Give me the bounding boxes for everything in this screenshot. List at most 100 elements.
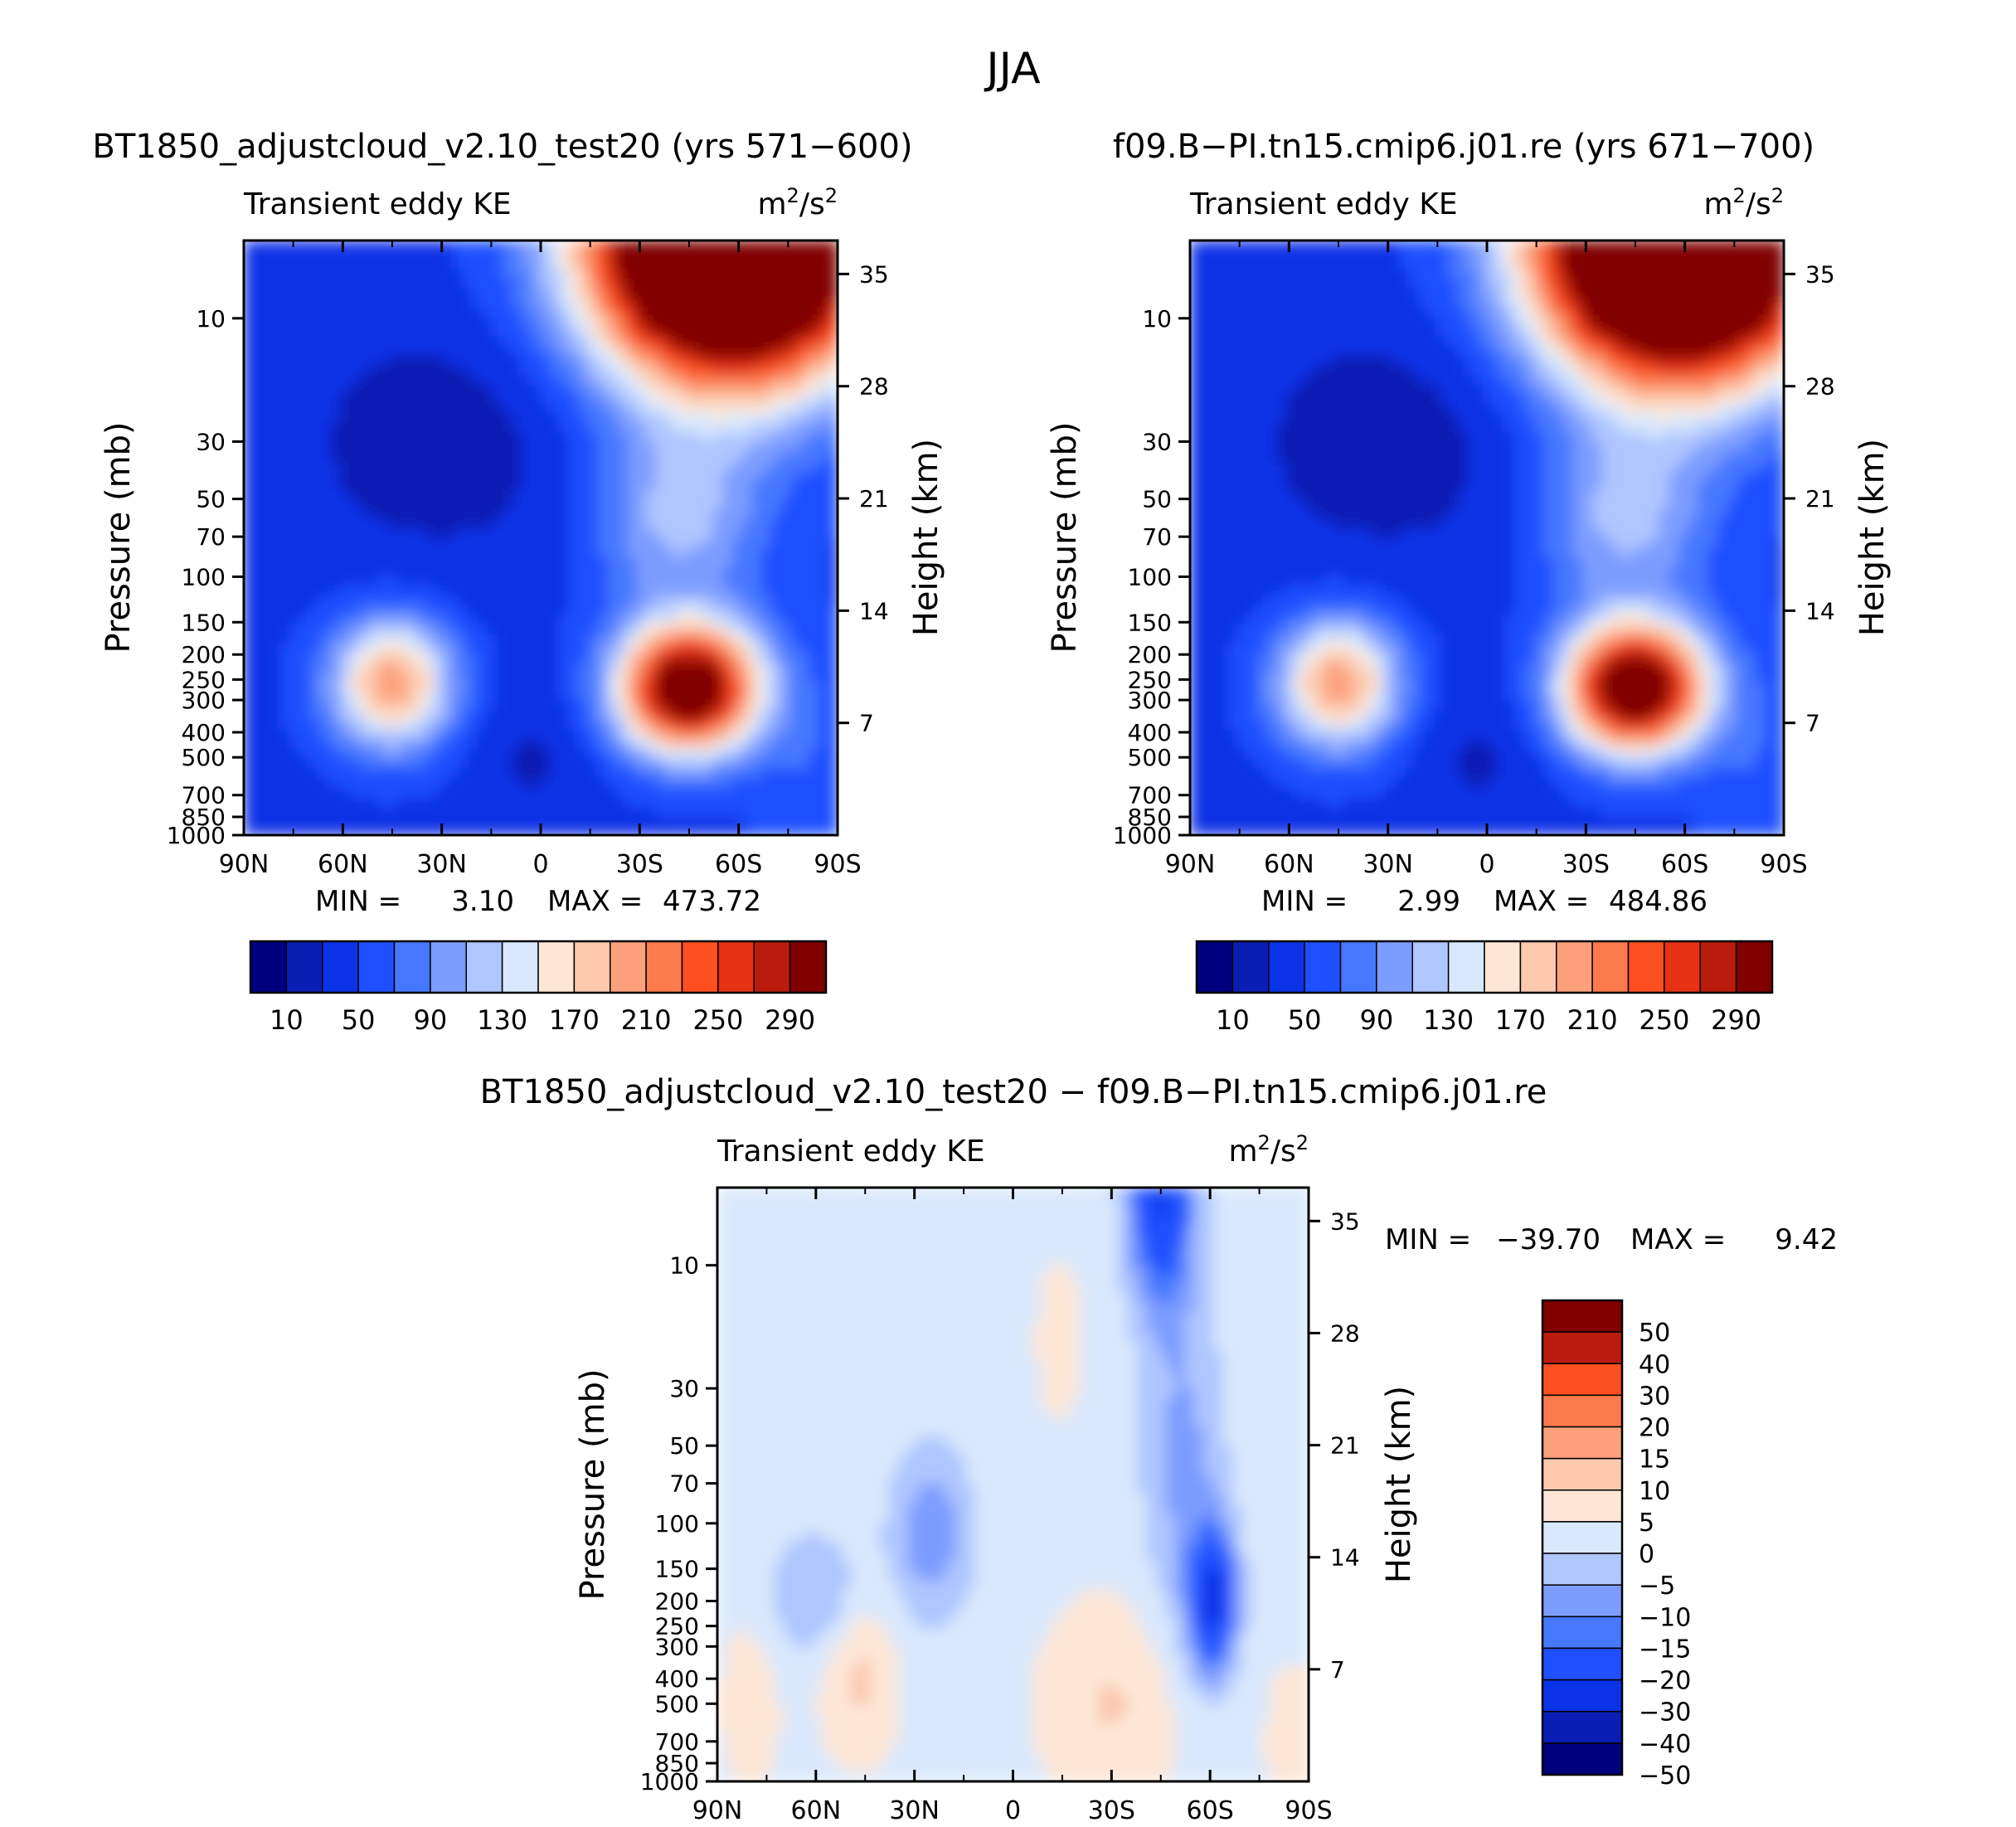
contour-cell	[588, 547, 599, 558]
contour-cell	[512, 327, 522, 338]
contour-cell	[1304, 298, 1315, 309]
contour-cell	[474, 710, 484, 721]
contour-cell	[339, 394, 350, 405]
contour-cell	[1649, 327, 1660, 338]
contour-cell	[579, 739, 590, 750]
contour-cell	[703, 460, 714, 472]
contour-cell	[541, 451, 551, 462]
contour-cell	[1582, 260, 1593, 270]
contour-cell	[263, 787, 274, 798]
contour-cell	[531, 624, 542, 634]
contour-cell	[502, 480, 513, 491]
contour-cell	[531, 307, 542, 318]
contour-cell	[1515, 346, 1526, 357]
contour-cell	[349, 615, 360, 625]
contour-cell	[1372, 269, 1382, 279]
contour-cell	[1381, 298, 1392, 309]
contour-cell	[703, 279, 714, 289]
contour-cell	[512, 241, 522, 251]
contour-cell	[598, 307, 609, 318]
contour-cell	[454, 432, 465, 443]
contour-cell	[1620, 279, 1631, 289]
contour-cell	[444, 595, 455, 606]
contour-cell	[1553, 260, 1564, 270]
contour-cell	[244, 739, 255, 750]
contour-cell	[253, 787, 264, 798]
contour-cell	[512, 739, 522, 750]
units-label: m2/s2	[757, 184, 838, 221]
contour-cell	[731, 556, 743, 567]
contour-cell	[425, 518, 436, 529]
contour-cell	[655, 777, 666, 788]
contour-cell	[415, 384, 427, 395]
contour-cell	[789, 556, 800, 567]
contour-cell	[512, 527, 522, 539]
contour-cell	[272, 365, 283, 376]
contour-cell	[310, 508, 321, 519]
contour-cell	[731, 327, 743, 338]
contour-cell	[368, 566, 379, 577]
contour-cell	[1314, 317, 1325, 328]
contour-cell	[1487, 298, 1498, 309]
contour-cell	[1630, 355, 1641, 366]
contour-cell	[512, 260, 522, 270]
contour-cell	[1467, 241, 1479, 251]
contour-cell	[1726, 346, 1737, 357]
contour-cell	[531, 691, 542, 702]
contour-cell	[531, 777, 542, 788]
contour-cell	[1362, 317, 1373, 328]
contour-cell	[1544, 365, 1555, 376]
contour-cell	[387, 422, 398, 433]
contour-cell	[751, 374, 762, 386]
contour-cell	[291, 758, 302, 769]
contour-cell	[435, 346, 446, 357]
contour-cell	[444, 605, 455, 615]
contour-cell	[1544, 394, 1555, 405]
contour-cell	[722, 307, 733, 318]
contour-cell	[722, 451, 733, 462]
contour-cell	[1247, 365, 1258, 376]
contour-cell	[569, 681, 580, 692]
contour-cell	[368, 422, 379, 433]
contour-cell	[693, 825, 704, 835]
contour-cell	[396, 279, 407, 289]
contour-cell	[310, 681, 321, 692]
contour-cell	[809, 394, 819, 405]
contour-cell	[712, 586, 724, 596]
contour-cell	[560, 384, 571, 395]
contour-cell	[1678, 374, 1689, 386]
contour-cell	[809, 615, 819, 625]
contour-cell	[809, 269, 819, 279]
contour-cell	[617, 566, 628, 577]
contour-cell	[751, 653, 762, 663]
contour-cell	[396, 796, 407, 807]
contour-cell	[1314, 327, 1325, 338]
contour-cell	[646, 365, 657, 376]
contour-cell	[770, 250, 781, 260]
contour-cell	[588, 269, 599, 279]
contour-cell	[1745, 298, 1756, 309]
contour-cell	[512, 346, 522, 357]
contour-cell	[1190, 374, 1201, 386]
contour-cell	[464, 317, 474, 328]
contour-cell	[387, 720, 398, 731]
contour-cell	[541, 307, 551, 318]
contour-cell	[828, 720, 838, 731]
contour-cell	[579, 576, 590, 586]
contour-cell	[1688, 250, 1698, 260]
contour-cell	[617, 758, 628, 769]
contour-cell	[828, 681, 838, 692]
contour-cell	[1553, 327, 1564, 338]
contour-cell	[588, 422, 599, 433]
contour-cell	[1199, 307, 1210, 318]
contour-cell	[521, 403, 532, 414]
contour-cell	[741, 748, 752, 760]
contour-cell	[301, 681, 312, 692]
contour-cell	[387, 336, 398, 347]
contour-cell	[454, 701, 465, 712]
contour-cell	[493, 355, 503, 366]
contour-cell	[329, 499, 341, 510]
contour-cell	[244, 815, 255, 827]
contour-cell	[780, 441, 790, 453]
contour-cell	[253, 768, 264, 779]
